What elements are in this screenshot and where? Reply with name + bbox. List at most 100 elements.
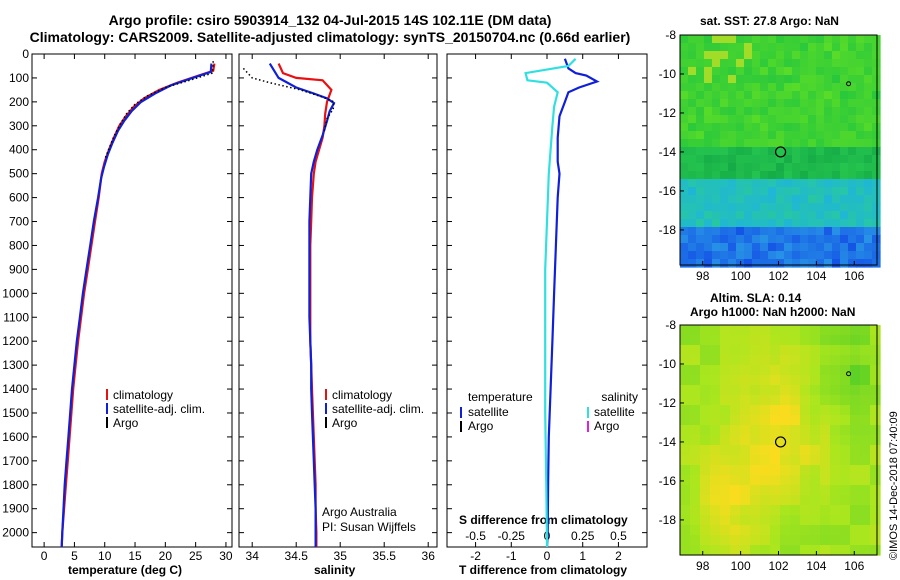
- map-cell: [776, 163, 785, 172]
- map-cell: [824, 211, 833, 220]
- map-cell: [752, 227, 761, 236]
- map-cell: [840, 75, 849, 84]
- map-cell: [744, 235, 753, 244]
- map-cell: [760, 425, 771, 436]
- map-cell: [728, 123, 737, 132]
- map-cell: [760, 445, 771, 456]
- map-cell: [720, 259, 729, 268]
- map-cell: [710, 415, 721, 426]
- map-cell: [720, 147, 729, 156]
- map-cell: [840, 123, 849, 132]
- map-cell: [860, 335, 871, 346]
- map-cell: [770, 355, 781, 366]
- map-cell: [736, 139, 745, 148]
- map-cell: [792, 51, 801, 60]
- map-cell: [872, 123, 881, 132]
- map-cell: [840, 67, 849, 76]
- map-cell: [760, 535, 771, 546]
- map-cell: [824, 179, 833, 188]
- map-cell: [830, 365, 841, 376]
- map-cell: [816, 147, 825, 156]
- depth-tick-label: 300: [9, 119, 29, 133]
- depth-tick-label: 1200: [2, 334, 29, 348]
- map-cell: [850, 445, 861, 456]
- xtick-label: 30: [219, 549, 233, 563]
- map-cell: [856, 91, 865, 100]
- map-cell: [690, 375, 701, 386]
- map-cell: [744, 211, 753, 220]
- map-cell: [776, 83, 785, 92]
- map-cell: [700, 345, 711, 356]
- map-cell: [780, 425, 791, 436]
- map-cell: [790, 385, 801, 396]
- map-cell: [816, 187, 825, 196]
- map-cell: [750, 535, 761, 546]
- map-cell: [808, 147, 817, 156]
- map-cell: [840, 445, 851, 456]
- map-cell: [810, 495, 821, 506]
- map-xtick-label: 106: [844, 269, 864, 283]
- map-cell: [776, 107, 785, 116]
- map-cell: [712, 147, 721, 156]
- map-cell: [760, 475, 771, 486]
- map-cell: [760, 171, 769, 180]
- map-cell: [740, 375, 751, 386]
- map-cell: [830, 335, 841, 346]
- diff-legend-label-left: Argo: [468, 419, 494, 433]
- map-cell: [730, 365, 741, 376]
- map-cell: [704, 107, 713, 116]
- map-raster-sst_map: [680, 35, 881, 268]
- map-cell: [864, 43, 873, 52]
- map-cell: [800, 345, 811, 356]
- s-diff-tick-label: 0.5: [610, 529, 627, 543]
- map-cell: [728, 163, 737, 172]
- map-cell: [696, 123, 705, 132]
- xtick-label: 25: [189, 549, 203, 563]
- map-cell: [744, 75, 753, 84]
- map-cell: [720, 455, 731, 466]
- map-cell: [680, 75, 689, 84]
- map-cell: [750, 325, 761, 336]
- map-cell: [870, 395, 881, 406]
- map-cell: [824, 203, 833, 212]
- map-cell: [688, 163, 697, 172]
- t-diff-tick-label: 2: [615, 549, 622, 563]
- map-cell: [820, 495, 831, 506]
- map-cell: [800, 435, 811, 446]
- map-cell: [768, 147, 777, 156]
- map-cell: [680, 405, 691, 416]
- map-cell: [710, 345, 721, 356]
- map-cell: [840, 455, 851, 466]
- map-cell: [824, 219, 833, 228]
- nearby-float-marker: [846, 371, 852, 377]
- map-cell: [752, 259, 761, 268]
- map-cell: [750, 355, 761, 366]
- map-cell: [728, 99, 737, 108]
- map-cell: [704, 155, 713, 164]
- map-cell: [680, 415, 691, 426]
- map-cell: [720, 163, 729, 172]
- map-cell: [780, 375, 791, 386]
- map-cell: [770, 475, 781, 486]
- map-cell: [872, 115, 881, 124]
- map-cell: [832, 115, 841, 124]
- map-cell: [870, 545, 881, 556]
- map-cell: [820, 405, 831, 416]
- map-cell: [800, 171, 809, 180]
- map-cell: [848, 99, 857, 108]
- map-cell: [856, 259, 865, 268]
- map-cell: [800, 495, 811, 506]
- map-cell: [824, 139, 833, 148]
- map-cell: [784, 219, 793, 228]
- map-cell: [816, 43, 825, 52]
- map-cell: [792, 163, 801, 172]
- map-cell: [840, 525, 851, 536]
- map-cell: [760, 355, 771, 366]
- map-cell: [872, 163, 881, 172]
- map-cell: [736, 131, 745, 140]
- map-cell: [730, 505, 741, 516]
- map-cell: [760, 139, 769, 148]
- map-cell: [744, 163, 753, 172]
- map-cell: [750, 515, 761, 526]
- map-cell: [824, 59, 833, 68]
